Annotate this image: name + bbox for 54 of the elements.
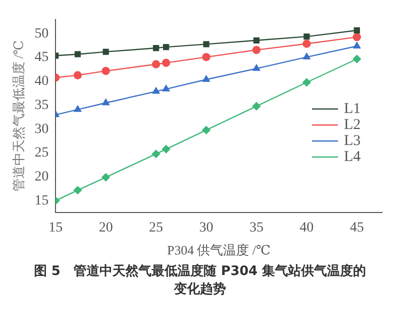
legend-label: L2 <box>344 116 361 133</box>
point <box>152 60 160 68</box>
point <box>163 44 170 50</box>
x-tick-label: 20 <box>98 220 113 236</box>
point <box>74 51 81 58</box>
legend-label: L1 <box>344 100 361 117</box>
point <box>202 75 210 82</box>
text: 图 5 管道中天然气最低温度随 P304 集气站供气温度的变化趋势 <box>32 263 368 299</box>
point <box>354 27 360 34</box>
point <box>74 105 82 112</box>
legend-label: L4 <box>344 148 362 165</box>
x-tick-label: 15 <box>48 220 63 236</box>
point <box>162 145 170 154</box>
point <box>304 34 310 40</box>
point <box>152 44 160 52</box>
y-tick-label: 45 <box>34 50 49 66</box>
point <box>162 58 170 67</box>
point <box>252 102 261 110</box>
point <box>202 126 210 134</box>
x-axis-title: P304 供气温度 /℃ <box>167 242 270 258</box>
point <box>102 66 110 76</box>
y-tick-label: 40 <box>34 74 49 90</box>
point <box>74 71 82 80</box>
point <box>353 42 361 48</box>
point <box>352 54 361 64</box>
y-tick-label: 35 <box>34 98 49 113</box>
point <box>102 173 110 182</box>
point <box>74 186 82 194</box>
x-tick-label: 40 <box>300 220 314 236</box>
point <box>302 40 311 48</box>
point <box>303 52 310 60</box>
y-tick-label: 30 <box>34 122 49 137</box>
point <box>102 48 109 55</box>
y-tick-label: 50 <box>34 26 49 42</box>
point <box>252 46 261 54</box>
point <box>202 52 210 62</box>
point <box>302 78 311 86</box>
x-tick-label: 35 <box>249 220 264 236</box>
y-tick-label: 25 <box>34 146 49 161</box>
y-axis-title: 管道中天然气最低温度 /℃ <box>11 40 26 192</box>
y-tick-label: 15 <box>34 193 49 208</box>
x-tick-label: 45 <box>350 220 364 236</box>
point <box>203 41 210 48</box>
point <box>102 98 110 106</box>
point <box>352 32 361 42</box>
legend-label: L3 <box>344 132 361 149</box>
point <box>252 64 260 71</box>
point <box>152 150 160 158</box>
x-tick-label: 30 <box>199 220 214 236</box>
y-tick-label: 20 <box>34 169 49 184</box>
point <box>253 37 260 44</box>
point <box>152 87 160 94</box>
x-tick-label: 25 <box>149 220 164 236</box>
point <box>162 84 170 92</box>
